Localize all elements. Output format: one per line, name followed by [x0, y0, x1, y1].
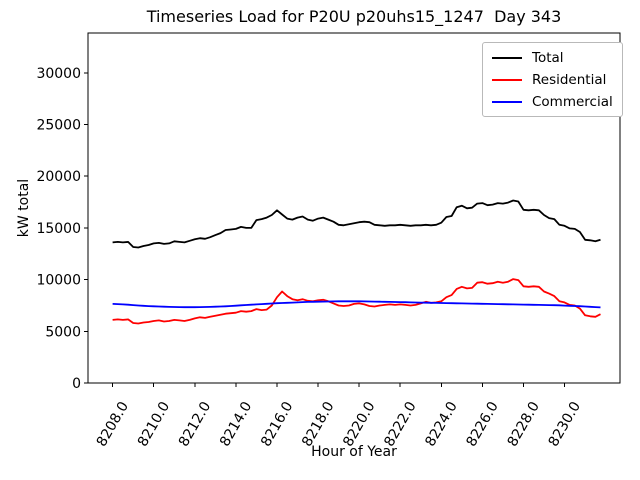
x-tick-label: 8208.0: [94, 399, 132, 449]
y-tick-label: 15000: [36, 221, 81, 237]
legend-item-residential: Residential: [492, 70, 613, 89]
y-tick-label: 20000: [36, 169, 81, 185]
chart-title: Timeseries Load for P20U p20uhs15_1247 D…: [146, 7, 562, 26]
x-tick-label: 8228.0: [505, 399, 543, 449]
x-tick-label: 8210.0: [135, 399, 173, 449]
y-tick-label: 25000: [36, 118, 81, 134]
legend-label-commercial: Commercial: [532, 93, 613, 110]
x-tick-label: 8224.0: [422, 399, 460, 449]
x-tick-label: 8218.0: [299, 399, 337, 449]
axes-frame: [87, 32, 621, 384]
x-tick-label: 8212.0: [176, 399, 214, 449]
x-tick-label: 8226.0: [463, 399, 501, 449]
y-tick-label: 30000: [36, 66, 81, 82]
commercial-line-swatch: [492, 100, 522, 103]
series-line-total: [112, 199, 601, 249]
y-tick-label: 0: [72, 376, 81, 392]
legend: Total Residential Commercial: [482, 42, 623, 117]
x-tick-label: 8222.0: [381, 399, 419, 449]
x-axis-label: Hour of Year: [311, 444, 397, 460]
x-tick-label: 8216.0: [258, 399, 296, 449]
y-tick-label: 10000: [36, 273, 81, 289]
series-line-residential: [112, 278, 601, 325]
residential-line-swatch: [492, 78, 522, 81]
legend-label-total: Total: [532, 49, 564, 66]
x-tick-label: 8220.0: [340, 399, 378, 449]
y-tick-label: 5000: [45, 324, 81, 340]
legend-label-residential: Residential: [532, 71, 607, 88]
total-line-swatch: [492, 56, 522, 59]
series-line-commercial: [112, 300, 601, 309]
legend-item-commercial: Commercial: [492, 92, 613, 111]
legend-item-total: Total: [492, 48, 613, 67]
x-tick-label: 8214.0: [217, 399, 255, 449]
x-tick-label: 8230.0: [546, 399, 584, 449]
